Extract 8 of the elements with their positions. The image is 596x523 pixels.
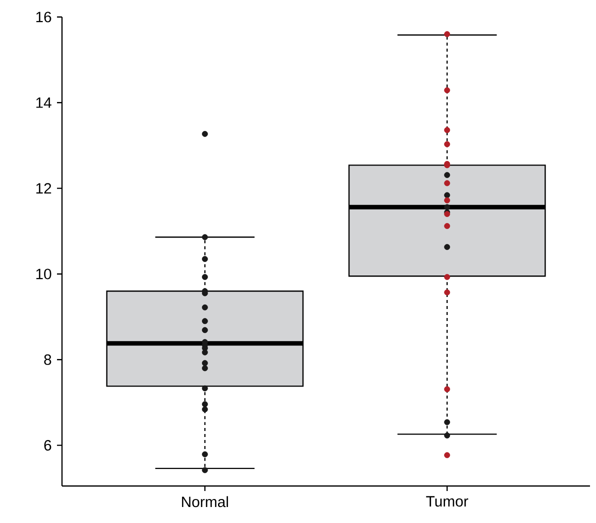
y-tick-label: 16 bbox=[36, 12, 52, 22]
y-tick-label: 14 bbox=[36, 98, 52, 108]
y-tick-label: 12 bbox=[36, 183, 52, 194]
x-tick-label: Tumor bbox=[426, 496, 468, 507]
x-tick-label: Normal bbox=[182, 496, 228, 508]
y-tick-label: 8 bbox=[44, 354, 52, 365]
y-tick-label: 10 bbox=[36, 268, 52, 280]
y-tick-label: 6 bbox=[44, 440, 52, 451]
